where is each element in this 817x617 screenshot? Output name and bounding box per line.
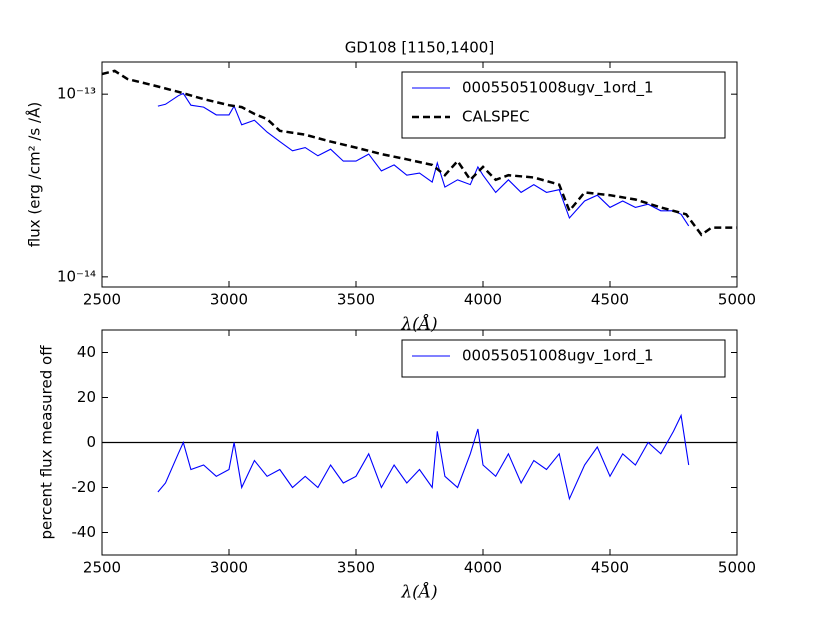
x-tick-label: 5000 — [718, 559, 756, 577]
x-tick-label: 4000 — [464, 559, 502, 577]
series-line — [102, 69, 737, 237]
y-tick-label: -40 — [72, 523, 97, 541]
series-line — [157, 413, 690, 501]
x-axis-label: λ(Å) — [400, 582, 437, 603]
y-tick-label: 10⁻¹⁴ — [57, 267, 96, 285]
series-line — [157, 92, 690, 227]
x-tick-label: 3000 — [210, 291, 248, 309]
plot-frame — [101, 329, 738, 556]
y-tick-label: 0 — [86, 433, 96, 451]
x-tick-label: 3500 — [337, 291, 375, 309]
x-tick-label: 5000 — [718, 291, 756, 309]
legend-label: 00055051008ugv_1ord_1 — [462, 347, 654, 366]
y-tick-label: -20 — [72, 478, 97, 496]
legend-box — [401, 71, 726, 139]
x-tick-label: 3500 — [337, 559, 375, 577]
y-tick-label: 20 — [77, 388, 96, 406]
x-axis-label: λ(Å) — [400, 314, 437, 335]
y-axis-label: percent flux measured off — [38, 345, 56, 540]
y-axis-label: flux (erg /cm² /s /Å) — [25, 102, 44, 247]
x-tick-label: 2500 — [83, 559, 121, 577]
x-tick-label: 4500 — [591, 559, 629, 577]
x-tick-label: 2500 — [83, 291, 121, 309]
plot-frame — [101, 61, 738, 288]
legend-label: 00055051008ugv_1ord_1 — [462, 79, 654, 98]
y-tick-label: 40 — [77, 343, 96, 361]
legend-label: CALSPEC — [462, 108, 530, 126]
x-tick-label: 4000 — [464, 291, 502, 309]
x-tick-label: 3000 — [210, 559, 248, 577]
chart-title: GD108 [1150,1400] — [345, 39, 494, 57]
y-tick-label: 10⁻¹³ — [57, 85, 96, 103]
legend-box — [401, 339, 726, 378]
x-tick-label: 4500 — [591, 291, 629, 309]
